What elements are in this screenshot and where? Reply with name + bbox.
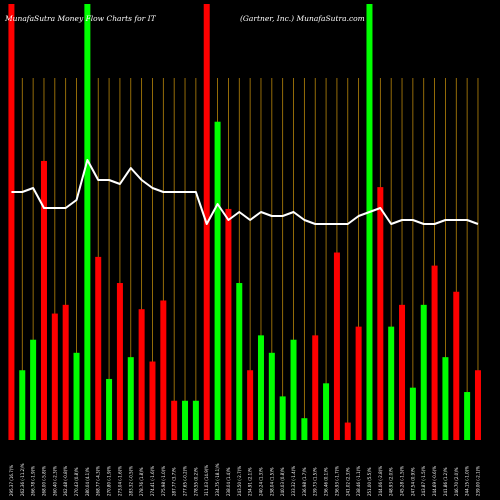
bar xyxy=(431,265,438,440)
x-tick-label: 278.76 (1.8)% xyxy=(139,467,144,496)
bar xyxy=(62,304,69,440)
bar xyxy=(333,252,340,440)
bar xyxy=(138,309,145,440)
bar xyxy=(160,300,167,440)
bar xyxy=(73,352,80,440)
bar xyxy=(236,283,243,440)
bar xyxy=(464,392,471,440)
x-tick-label: 247.54 (0.9)% xyxy=(410,467,415,496)
bar xyxy=(268,352,275,440)
bar xyxy=(30,339,37,440)
x-tick-label: 244.69 (-0.6)% xyxy=(432,466,437,496)
bar xyxy=(19,370,26,440)
x-tick-label: 251.00 (5.5)% xyxy=(367,467,372,496)
x-tick-label: 262.48 (-0.8)% xyxy=(63,466,68,496)
bar xyxy=(301,418,308,440)
bar xyxy=(323,383,330,440)
x-tick-label: 239.73 (1.5)% xyxy=(313,467,318,496)
bar xyxy=(355,326,362,440)
x-tick-label: 234.91 (2.1)% xyxy=(248,467,253,496)
x-tick-label: 268.77 (-4.3)% xyxy=(96,466,101,496)
x-tick-label: 277.65 (-0.2)% xyxy=(183,466,188,496)
bar xyxy=(399,304,406,440)
bar xyxy=(40,160,47,440)
x-tick-label: 278.55 (0.2)% xyxy=(193,467,198,496)
x-tick-label: 287.77 (3.7)% xyxy=(172,467,177,496)
x-tick-label: 268.00 (-5.8)% xyxy=(41,466,46,496)
x-tick-label: 275.98 (-1.0)% xyxy=(161,466,166,496)
bar xyxy=(84,4,91,440)
x-tick-label: 260.40 (-2.3)% xyxy=(52,466,57,496)
bar xyxy=(442,357,449,440)
bar xyxy=(192,400,199,440)
x-tick-label: 280.04 (4.1)% xyxy=(85,467,90,496)
bar xyxy=(116,283,123,440)
x-tick-label: 245.28 (-1.5)% xyxy=(400,466,405,496)
x-tick-label: 262.36 (-11.2)% xyxy=(20,463,25,496)
bar xyxy=(171,400,178,440)
bar xyxy=(312,335,319,440)
bar xyxy=(182,400,189,440)
x-tick-label: 273.04 (-1.6)% xyxy=(117,466,122,496)
bar xyxy=(95,256,102,440)
bar xyxy=(51,313,58,440)
bars xyxy=(8,4,481,440)
bar xyxy=(279,396,286,440)
x-tick-label: 244.15 (-1.0)% xyxy=(465,466,470,496)
x-tick-labels: 295.37 (16.7)% 262.36 (-11.2)% 266.78 (-1.… xyxy=(9,463,481,496)
x-tick-label: 241.02 (2.3)% xyxy=(345,467,350,496)
chart-subtitle: (Gartner, Inc.) MunafaSutra.com xyxy=(240,14,365,23)
bar xyxy=(214,121,221,440)
money-flow-line xyxy=(11,159,479,225)
bar xyxy=(377,187,384,440)
x-tick-label: 239.00 (-2.1)% xyxy=(475,466,480,496)
x-tick-label: 248.93 (2.0)% xyxy=(389,467,394,496)
x-tick-label: 236.98 (1.7)% xyxy=(302,467,307,496)
x-tick-label: 283.32 (-0.5)% xyxy=(128,466,133,496)
bar xyxy=(247,370,254,440)
bar xyxy=(453,291,460,440)
x-tick-label: 238.04 (1.4)% xyxy=(226,467,231,496)
x-tick-label: 246.70 (2.0)% xyxy=(454,467,459,496)
chart-title: MunafaSutra Money Flow Charts for IT xyxy=(4,14,157,23)
bar xyxy=(127,357,134,440)
bar xyxy=(149,361,156,440)
x-tick-label: 244.06 (-2.8)% xyxy=(378,466,383,496)
x-tick-label: 311.03 (14.9)% xyxy=(204,465,209,496)
x-tick-label: 236.46 (0.1)% xyxy=(324,467,329,496)
bar xyxy=(366,4,373,440)
x-tick-label: 274.41 (-1.6)% xyxy=(150,466,155,496)
bar xyxy=(225,208,232,440)
bar xyxy=(8,4,15,440)
x-tick-label: 243.87 (-1.5)% xyxy=(421,466,426,496)
x-tick-label: 240.24 (1.3)% xyxy=(258,467,263,496)
x-tick-label: 238.04 (1.5)% xyxy=(269,467,274,496)
x-tick-label: 241.86 (1.2)% xyxy=(443,467,448,496)
bar xyxy=(106,378,113,440)
x-tick-label: 236.93 (-1.7)% xyxy=(334,466,339,496)
x-tick-label: 270.43 (0.8)% xyxy=(74,467,79,496)
bar xyxy=(388,326,395,440)
bar xyxy=(474,370,481,440)
x-tick-label: 234.75 (-18.1)% xyxy=(215,463,220,496)
bar xyxy=(344,422,351,440)
x-tick-label: 240.03 (0.8)% xyxy=(280,467,285,496)
x-tick-label: 295.37 (16.7)% xyxy=(9,465,14,496)
bar xyxy=(409,387,416,440)
bar xyxy=(257,335,264,440)
x-tick-label: 266.78 (-1.9)% xyxy=(31,466,36,496)
x-tick-label: 233.32 (-1.4)% xyxy=(291,466,296,496)
x-tick-label: 243.50 (-2.7)% xyxy=(237,466,242,496)
bar xyxy=(420,304,427,440)
bar xyxy=(290,339,297,440)
x-tick-label: 270.80 (-1.9)% xyxy=(107,466,112,496)
x-tick-label: 238.46 (-1.1)% xyxy=(356,466,361,496)
